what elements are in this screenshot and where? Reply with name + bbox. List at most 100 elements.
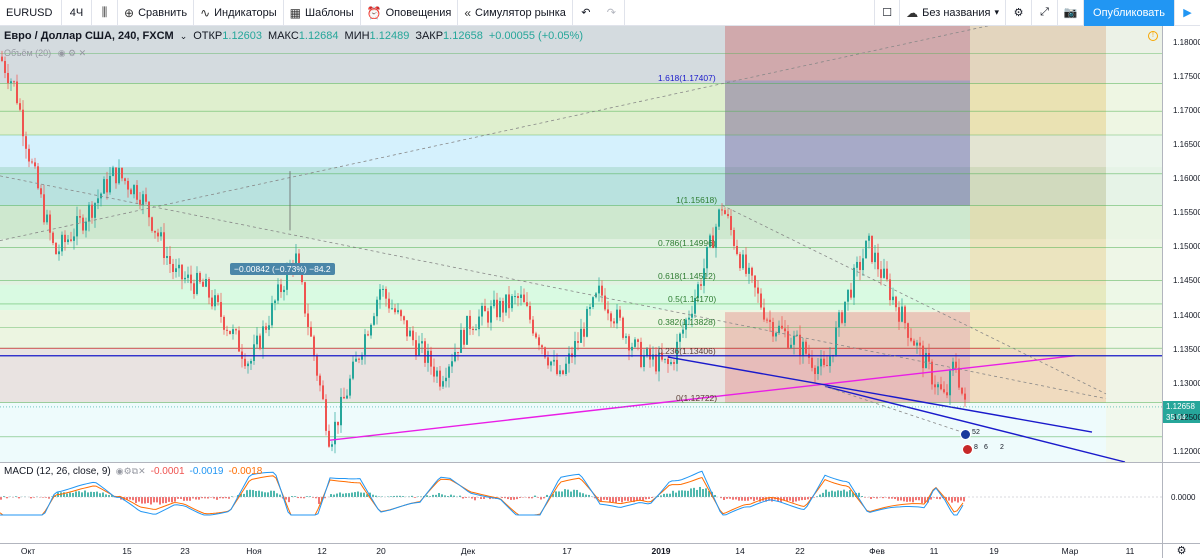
- replay-button[interactable]: « Симулятор рынка: [458, 0, 573, 26]
- candle-body: [298, 253, 300, 267]
- candle-body: [715, 226, 717, 248]
- candle-body: [55, 242, 57, 255]
- macd-hist-bar: [924, 497, 926, 503]
- indicators-button[interactable]: ∿ Индикаторы: [194, 0, 284, 26]
- settings-button[interactable]: ⚙: [1006, 0, 1032, 26]
- macd-axis[interactable]: 0.0000: [1162, 462, 1200, 543]
- macd-hist-bar: [669, 493, 671, 497]
- candle-body: [202, 281, 204, 287]
- candle-body: [880, 269, 882, 278]
- compare-button[interactable]: ⊕ Сравнить: [118, 0, 195, 26]
- candle-body: [868, 235, 870, 241]
- macd-hist-bar: [360, 492, 362, 497]
- candle-body: [85, 221, 87, 231]
- time-axis[interactable]: Окт 15 23 Ноя 12 20 Дек 17 2019 14 22 Фев 11 19 Мар 11: [0, 543, 1162, 558]
- layout-menu[interactable]: ☁ Без названия ▾: [900, 0, 1006, 26]
- event-marker[interactable]: 2: [976, 429, 980, 436]
- candle-body: [49, 214, 51, 233]
- candle-body: [928, 352, 930, 362]
- macd-hist-bar: [165, 497, 167, 504]
- macd-hist-bar: [702, 488, 704, 497]
- macd-hist-bar: [309, 496, 311, 497]
- fib-level-label: 0.382(1.13828): [658, 317, 716, 328]
- axis-settings-button[interactable]: ⚙: [1162, 543, 1200, 558]
- candle-body: [835, 327, 837, 355]
- macd-hist-bar: [726, 497, 728, 499]
- redo-button[interactable]: ↷: [599, 0, 625, 26]
- candle-body: [706, 246, 708, 269]
- warning-icon[interactable]: !: [1148, 31, 1158, 41]
- candle-body: [463, 329, 465, 345]
- top-toolbar: EURUSD 4Ч ⫼ ⊕ Сравнить ∿ Индикаторы ▦ Ша…: [0, 0, 1200, 26]
- candle-body: [814, 367, 816, 375]
- macd-hist-bar: [612, 497, 614, 503]
- candle-body: [532, 319, 534, 334]
- snapshot-button[interactable]: 📷: [1058, 0, 1084, 26]
- templates-button[interactable]: ▦ Шаблоны: [284, 0, 361, 26]
- publish-button[interactable]: Опубликовать: [1084, 0, 1174, 26]
- candle-body: [604, 295, 606, 310]
- undo-button[interactable]: ↶: [573, 0, 599, 26]
- candle-body: [310, 326, 312, 337]
- macd-hist-bar: [324, 497, 326, 499]
- play-button[interactable]: ▶: [1174, 0, 1200, 26]
- macd-hist-bar: [129, 497, 131, 500]
- macd-pane[interactable]: MACD (12, 26, close, 9) ◉⚙⧉✕ -0.0001 -0.…: [0, 462, 1162, 543]
- macd-hist-bar: [291, 496, 293, 497]
- main-chart-pane[interactable]: 1.618(1.17407) 1(1.15618) 0.786(1.14996) 0.…: [0, 26, 1162, 462]
- volume-legend[interactable]: Объём (20) ◉ ⚙ ✕: [4, 48, 86, 59]
- macd-hist-bar: [312, 497, 314, 498]
- event-marker[interactable]: 8 6 2: [962, 444, 1004, 456]
- candle-body: [52, 232, 54, 243]
- interval-button[interactable]: 4Ч: [62, 0, 92, 26]
- macd-hist-bar: [378, 496, 380, 497]
- candle-body: [595, 293, 597, 298]
- candle-body: [817, 366, 819, 375]
- macd-hist-bar: [939, 497, 941, 500]
- macd-controls-icon[interactable]: ◉⚙⧉✕: [115, 466, 146, 476]
- candle-body: [160, 232, 162, 237]
- candle-body: [826, 365, 828, 367]
- candle-body: [895, 296, 897, 308]
- trendline-dashed: [0, 26, 990, 241]
- event-marker[interactable]: 5: [960, 429, 978, 441]
- macd-canvas[interactable]: [0, 463, 1162, 543]
- price-axis[interactable]: 1.12658 35:04 1.18000 1.17500 1.17000 1.165…: [1162, 26, 1200, 462]
- fullscreen-layout-button[interactable]: ☐: [874, 0, 901, 26]
- macd-hist-bar: [945, 497, 947, 500]
- macd-line-value: -0.0019: [189, 466, 224, 477]
- macd-hist-bar: [459, 495, 461, 497]
- macd-hist-bar: [333, 494, 335, 497]
- macd-line: [0, 470, 964, 516]
- candle-body: [163, 232, 165, 259]
- candle-body: [925, 352, 927, 369]
- macd-hist-bar: [417, 496, 419, 497]
- candle-body: [1, 56, 3, 61]
- macd-hist-bar: [33, 497, 35, 498]
- macd-title[interactable]: MACD (12, 26, close, 9): [4, 466, 111, 477]
- candle-body: [724, 210, 726, 215]
- eye-icon[interactable]: ◉ ⚙ ✕: [57, 48, 87, 58]
- fullscreen-button[interactable]: ⤢: [1032, 0, 1058, 26]
- price-tick: 1.16000: [1173, 174, 1200, 184]
- time-tick: 12: [317, 546, 327, 556]
- chevron-down-icon[interactable]: ⌄: [179, 30, 188, 41]
- candle-body: [124, 178, 126, 181]
- bar-style-button[interactable]: ⫼: [92, 0, 118, 26]
- legend-title[interactable]: Евро / Доллар США, 240, FXCM: [4, 30, 174, 42]
- candle-body: [448, 366, 450, 378]
- candle-body: [667, 358, 669, 365]
- alerts-button[interactable]: ⏰ Оповещения: [361, 0, 459, 26]
- macd-hist-bar: [18, 497, 20, 499]
- candle-body: [514, 296, 516, 298]
- macd-hist-bar: [105, 494, 107, 497]
- price-tick: 1.18000: [1173, 38, 1200, 48]
- candle-body: [520, 294, 522, 298]
- macd-hist-bar: [891, 497, 893, 499]
- candle-body: [274, 300, 276, 304]
- macd-hist-bar: [78, 491, 80, 497]
- candle-body: [853, 267, 855, 298]
- candle-body: [955, 361, 957, 368]
- price-chart-canvas[interactable]: [0, 26, 1162, 462]
- symbol-search[interactable]: EURUSD: [0, 0, 62, 26]
